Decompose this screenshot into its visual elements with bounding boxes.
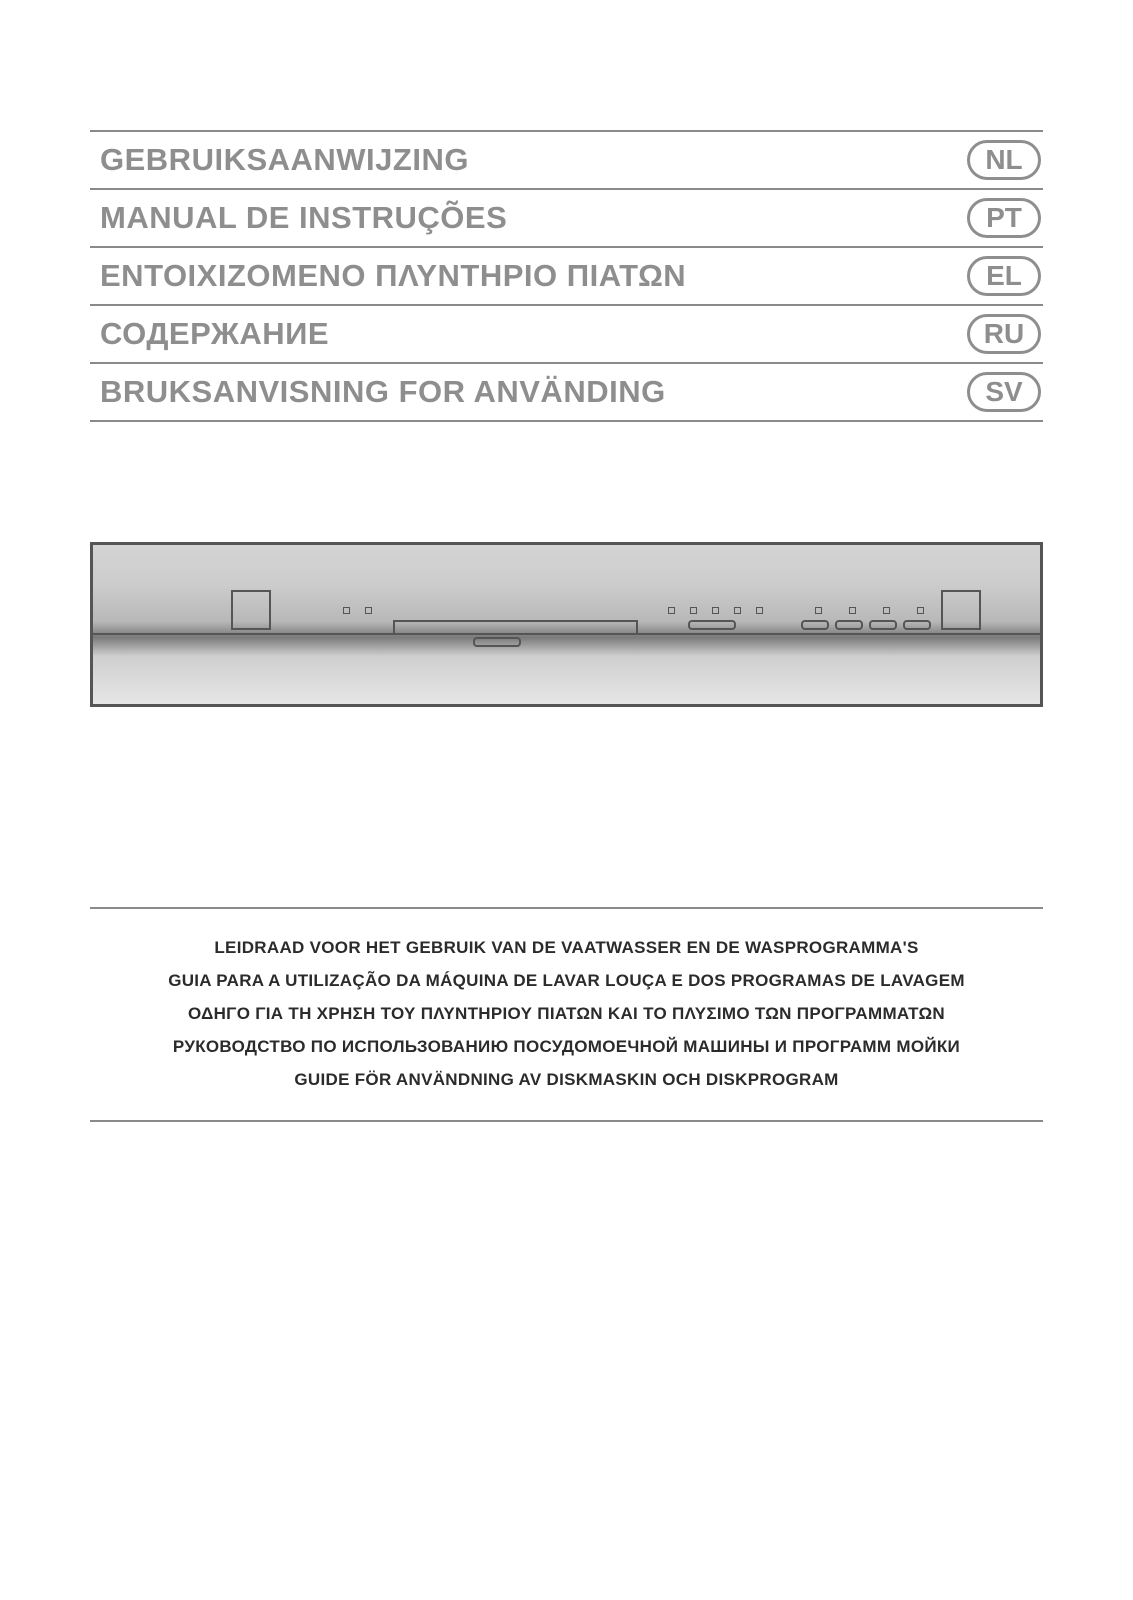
language-title: MANUAL DE INSTRUÇÕES [90, 200, 507, 236]
subtitle-sv: GUIDE FÖR ANVÄNDNING AV DISKMASKIN OCH D… [110, 1069, 1023, 1092]
panel-rect-icon [869, 620, 897, 630]
language-title: GEBRUIKSAANWIJZING [90, 142, 469, 178]
panel-indicator-dot [668, 607, 675, 614]
panel-rect-icon [903, 620, 931, 630]
panel-indicator-dot [917, 607, 924, 614]
panel-indicator-dot [712, 607, 719, 614]
panel-indicator-dot [690, 607, 697, 614]
panel-indicator-dot [343, 607, 350, 614]
language-row-el: ΕΝΤΟΙΧΙΖΟΜΕΝΟ ΠΛΥΝΤΗΡΙΟ ΠΙΑΤΩΝ EL [90, 246, 1043, 306]
subtitle-el: ΟΔΗΓΟ ΓΙΑ ΤΗ ΧΡΗΣΗ ΤΟΥ ΠΛΥΝΤΗΡΙΟΥ ΠΙΑΤΩΝ… [110, 1003, 1023, 1026]
panel-indicator-dot [815, 607, 822, 614]
panel-indicator-dot [849, 607, 856, 614]
panel-display-slot [393, 620, 638, 635]
panel-indicator-dot [756, 607, 763, 614]
panel-rect-icon [801, 620, 829, 630]
language-badge: SV [967, 372, 1041, 412]
language-row-pt: MANUAL DE INSTRUÇÕES PT [90, 188, 1043, 248]
panel-button-left [231, 590, 271, 630]
language-row-ru: СОДЕРЖАНИЕ RU [90, 304, 1043, 364]
panel-indicator-dot [365, 607, 372, 614]
manual-cover-page: GEBRUIKSAANWIJZING NL MANUAL DE INSTRUÇÕ… [90, 130, 1043, 1122]
language-title: BRUKSANVISNING FOR ANVÄNDING [90, 374, 666, 410]
panel-button-right [941, 590, 981, 630]
dishwasher-panel-illustration [90, 542, 1043, 707]
language-badge: PT [967, 198, 1041, 238]
language-row-sv: BRUKSANVISNING FOR ANVÄNDING SV [90, 362, 1043, 422]
language-badge: NL [967, 140, 1041, 180]
language-row-nl: GEBRUIKSAANWIJZING NL [90, 130, 1043, 190]
subtitle-block: LEIDRAAD VOOR HET GEBRUIK VAN DE VAATWAS… [90, 907, 1043, 1122]
panel-handle-icon [473, 637, 521, 647]
language-title: СОДЕРЖАНИЕ [90, 316, 329, 352]
panel-rect-icon [688, 620, 736, 630]
panel-indicator-dot [883, 607, 890, 614]
language-heading-list: GEBRUIKSAANWIJZING NL MANUAL DE INSTRUÇÕ… [90, 130, 1043, 422]
panel-rect-icon [835, 620, 863, 630]
language-badge: EL [967, 256, 1041, 296]
subtitle-ru: РУКОВОДСТВО ПО ИСПОЛЬЗОВАНИЮ ПОСУДОМОЕЧН… [110, 1036, 1023, 1059]
subtitle-nl: LEIDRAAD VOOR HET GEBRUIK VAN DE VAATWAS… [110, 937, 1023, 960]
subtitle-pt: GUIA PARA A UTILIZAÇÃO DA MÁQUINA DE LAV… [110, 970, 1023, 993]
panel-indicator-dot [734, 607, 741, 614]
language-title: ΕΝΤΟΙΧΙΖΟΜΕΝΟ ΠΛΥΝΤΗΡΙΟ ΠΙΑΤΩΝ [90, 258, 686, 294]
language-badge: RU [967, 314, 1041, 354]
